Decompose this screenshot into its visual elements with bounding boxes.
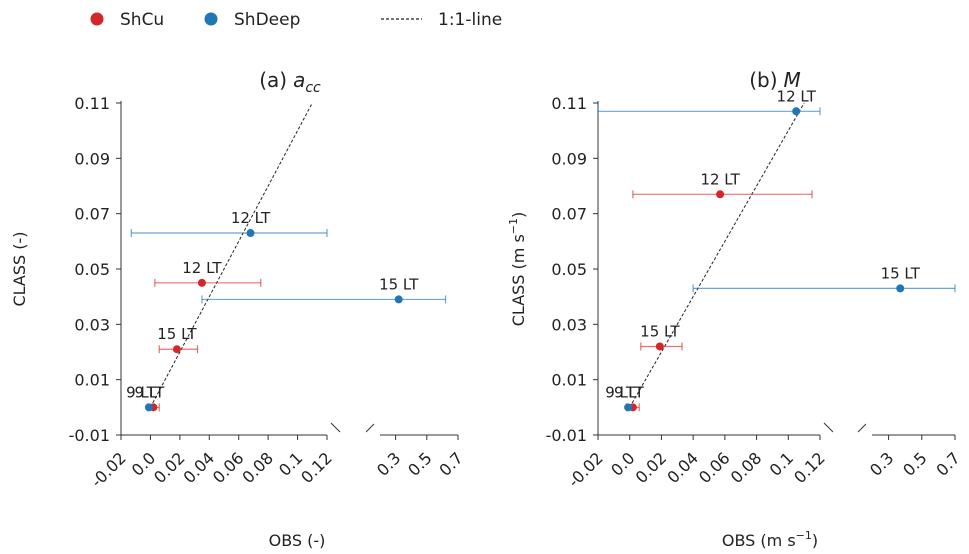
y-axis-label-part-0: CLASS (-) xyxy=(10,231,29,306)
y-tick-label: 0.11 xyxy=(551,94,587,113)
data-label: 9 LT xyxy=(605,383,636,401)
y-axis-label-part-0: CLASS (m s xyxy=(509,234,528,326)
y-tick-label: 0.07 xyxy=(551,205,587,224)
x-tick-label: 0.06 xyxy=(695,448,734,487)
y-tick-label: -0.01 xyxy=(546,426,587,445)
data-point xyxy=(716,190,725,199)
axis-break-mark-left xyxy=(330,422,341,433)
y-axis-label: CLASS (-) xyxy=(10,231,29,306)
data-point xyxy=(246,229,255,238)
x-tick-label: -0.02 xyxy=(87,448,130,491)
x-tick-label: 0.02 xyxy=(150,448,189,487)
legend-marker-1 xyxy=(204,12,218,26)
data-label: 12 LT xyxy=(182,259,222,277)
x-tick-label: 0.3 xyxy=(373,448,404,479)
x-tick-label: 0.02 xyxy=(632,448,671,487)
y-axis-label-part-2: ) xyxy=(509,212,528,218)
x-tick-label: 0.06 xyxy=(209,448,248,487)
data-point xyxy=(624,403,633,412)
panel-b: 0.110.090.070.050.030.01-0.01-0.02 0.00.0… xyxy=(507,68,964,550)
data-point xyxy=(172,345,181,354)
legend-marker-0 xyxy=(90,12,104,26)
y-tick-label: 0.09 xyxy=(551,149,587,168)
one-to-one-line xyxy=(629,102,805,408)
y-tick-label: 0.03 xyxy=(74,315,110,334)
x-axis-label-part-0: OBS (m s xyxy=(722,531,796,550)
legend-label-2: 1:1-line xyxy=(438,10,502,30)
x-axis-label-part-0: OBS (-) xyxy=(269,531,326,550)
legend: ShCu ShDeep 1:1-line xyxy=(90,10,502,30)
x-tick-label: 0.08 xyxy=(238,448,277,487)
chart-title-part-0: (b) xyxy=(749,68,777,92)
y-tick-label: 0.07 xyxy=(74,205,110,224)
y-tick-label: 0.11 xyxy=(74,94,110,113)
x-axis-label: OBS (-) xyxy=(269,531,326,550)
y-axis-label: CLASS (m s−1) xyxy=(507,212,528,327)
x-tick-label: 0.3 xyxy=(866,448,897,479)
chart-title: (a) acc xyxy=(259,68,321,96)
data-label: 12 LT xyxy=(231,209,271,227)
y-tick-label: 0.03 xyxy=(551,315,587,334)
y-tick-label: 0.01 xyxy=(551,371,587,390)
data-point xyxy=(144,403,153,412)
data-label: 12 LT xyxy=(777,87,817,105)
x-tick-label: 0.08 xyxy=(727,448,766,487)
data-label: 9 LT xyxy=(614,383,645,401)
data-label: 15 LT xyxy=(379,275,419,293)
chart-title-part-0: (a) xyxy=(259,68,287,92)
x-axis-label: OBS (m s−1) xyxy=(722,529,818,550)
x-tick-label: 0.04 xyxy=(663,448,702,487)
x-tick-label: -0.02 xyxy=(564,448,607,491)
x-tick-label: 0.04 xyxy=(179,448,218,487)
x-tick-label: 0.7 xyxy=(932,448,963,479)
y-tick-label: -0.01 xyxy=(69,426,110,445)
data-point xyxy=(655,342,664,351)
x-axis-label-part-2: ) xyxy=(812,531,818,550)
x-tick-label: 0.5 xyxy=(404,448,435,479)
data-point xyxy=(792,107,801,116)
x-tick-label: 0.5 xyxy=(899,448,930,479)
y-tick-label: 0.01 xyxy=(74,371,110,390)
chart-title-part-1: M xyxy=(784,68,801,92)
chart-title: (b) M xyxy=(749,68,801,92)
legend-label-0: ShCu xyxy=(120,10,164,30)
data-label: 12 LT xyxy=(700,170,740,188)
y-tick-label: 0.05 xyxy=(74,260,110,279)
data-label: 15 LT xyxy=(157,325,197,343)
y-tick-label: 0.05 xyxy=(551,260,587,279)
axis-break-mark-right xyxy=(857,423,867,433)
x-tick-label: 0.12 xyxy=(297,448,336,487)
axis-break-mark-left xyxy=(823,422,834,433)
data-label: 15 LT xyxy=(640,322,680,340)
data-point xyxy=(197,278,206,287)
chart-title-part-2: cc xyxy=(305,80,321,96)
x-axis-label-part-1: −1 xyxy=(796,529,812,542)
y-tick-label: 0.09 xyxy=(74,149,110,168)
data-label: 15 LT xyxy=(881,264,921,282)
data-label: 9 LT xyxy=(126,383,157,401)
panel-a: 0.110.090.070.050.030.01-0.01-0.020.00.0… xyxy=(10,68,467,550)
data-label: 9 LT xyxy=(134,383,165,401)
data-point xyxy=(896,284,905,293)
data-point xyxy=(394,295,403,304)
x-tick-label: 0.7 xyxy=(435,448,466,479)
axis-break-mark-right xyxy=(365,423,375,433)
x-tick-label: 0.12 xyxy=(790,448,829,487)
y-axis-label-part-1: −1 xyxy=(507,218,520,234)
legend-label-1: ShDeep xyxy=(234,10,300,30)
chart-title-part-1: a xyxy=(293,68,305,92)
one-to-one-line xyxy=(149,102,313,408)
